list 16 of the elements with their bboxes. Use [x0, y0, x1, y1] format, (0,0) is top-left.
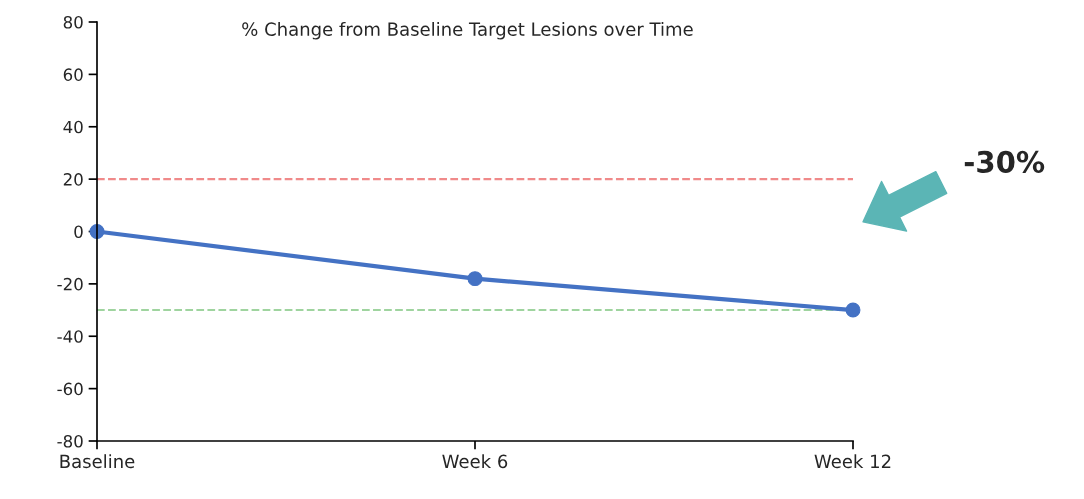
y-tick-label: -60 — [57, 382, 83, 396]
y-tick-label: -80 — [57, 434, 83, 448]
y-tick-label: -40 — [57, 330, 83, 343]
text: -30% — [964, 150, 1045, 173]
chart-title: % Change from Baseline Target Lesions over Time — [242, 22, 693, 40]
y-tick-label: 60 — [63, 68, 83, 81]
y-tick-label: 40 — [63, 120, 83, 134]
y-tick-label: 80 — [63, 15, 83, 29]
point — [467, 271, 483, 287]
x-tick-label: Baseline — [60, 454, 135, 469]
y-tick-label: 20 — [63, 173, 83, 186]
point — [845, 302, 861, 318]
y-tick-label: -20 — [57, 277, 83, 291]
y-tick-label: 0 — [74, 225, 83, 239]
x-tick-label: Week 6 — [442, 454, 508, 469]
x-tick-label: Week 12 — [814, 454, 891, 469]
